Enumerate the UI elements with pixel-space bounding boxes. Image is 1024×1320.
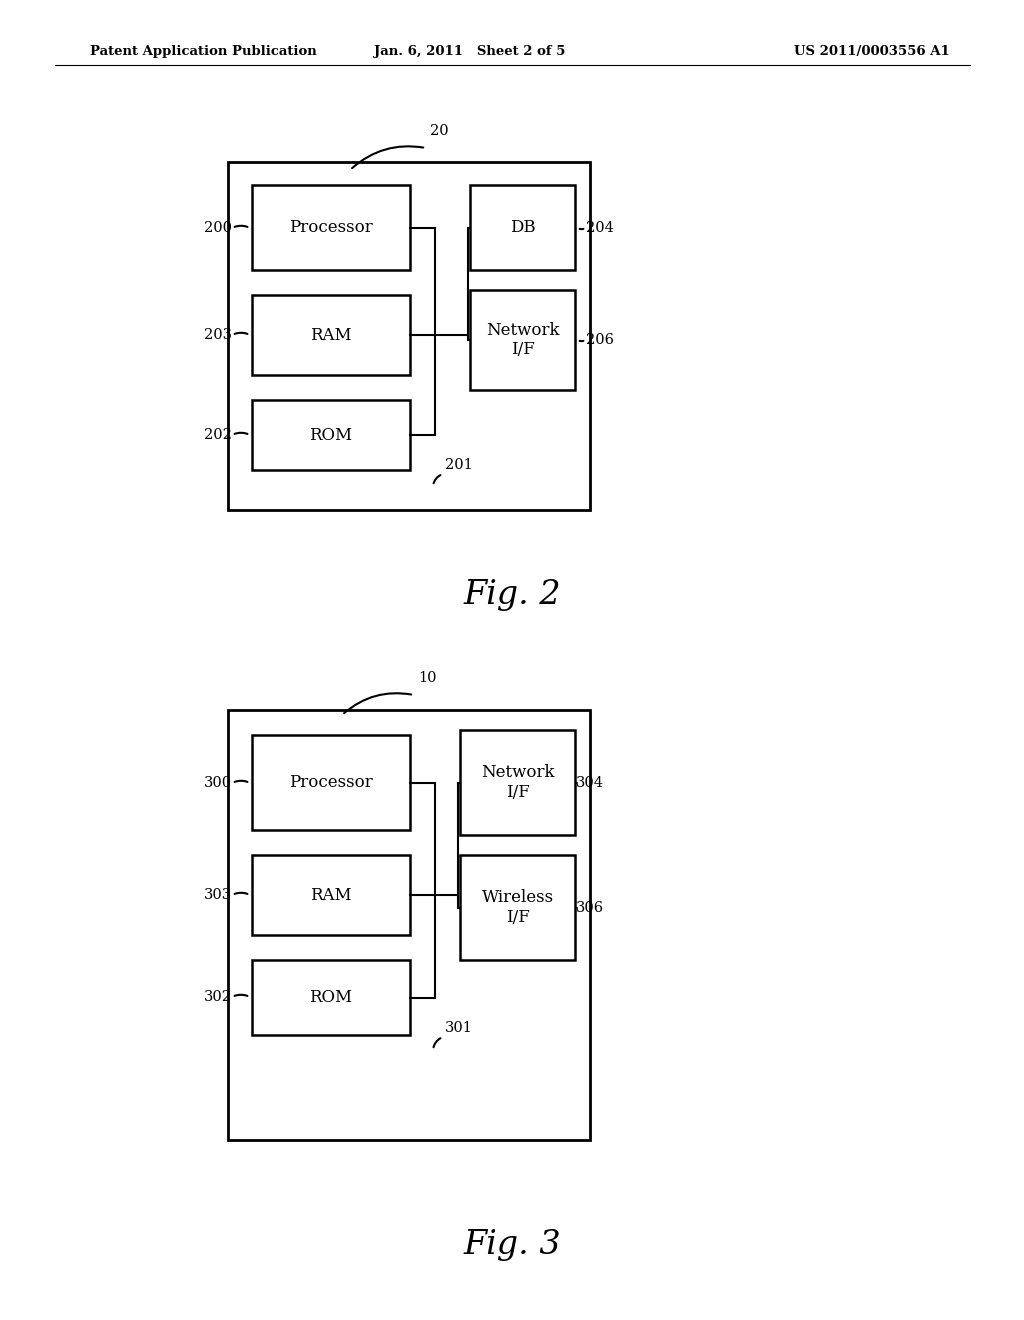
Text: US 2011/0003556 A1: US 2011/0003556 A1 bbox=[795, 45, 950, 58]
Text: 306: 306 bbox=[575, 902, 604, 915]
Bar bbox=[252, 855, 410, 935]
Text: RAM: RAM bbox=[310, 887, 352, 903]
Text: ROM: ROM bbox=[309, 426, 352, 444]
Text: 300: 300 bbox=[204, 776, 232, 789]
Text: Wireless
I/F: Wireless I/F bbox=[481, 890, 554, 925]
Bar bbox=[460, 855, 575, 960]
Text: Network
I/F: Network I/F bbox=[480, 764, 554, 801]
Text: 302: 302 bbox=[204, 990, 232, 1005]
Bar bbox=[252, 960, 410, 1035]
Text: Fig. 3: Fig. 3 bbox=[463, 1229, 561, 1261]
Bar bbox=[252, 185, 410, 271]
Bar bbox=[470, 290, 575, 389]
Bar bbox=[252, 735, 410, 830]
Text: 202: 202 bbox=[204, 428, 232, 442]
Bar bbox=[252, 400, 410, 470]
Text: 204: 204 bbox=[586, 220, 614, 235]
Text: 200: 200 bbox=[204, 220, 232, 235]
Text: Patent Application Publication: Patent Application Publication bbox=[90, 45, 316, 58]
Text: 304: 304 bbox=[575, 776, 604, 789]
Text: 206: 206 bbox=[586, 333, 614, 347]
Bar bbox=[460, 730, 575, 836]
Text: 10: 10 bbox=[418, 671, 436, 685]
Text: Fig. 2: Fig. 2 bbox=[463, 579, 561, 611]
Text: Processor: Processor bbox=[289, 219, 373, 236]
Text: DB: DB bbox=[510, 219, 536, 236]
Bar bbox=[228, 162, 590, 510]
Text: ROM: ROM bbox=[309, 989, 352, 1006]
Text: 201: 201 bbox=[445, 458, 473, 473]
Bar bbox=[228, 710, 590, 1140]
Bar bbox=[252, 294, 410, 375]
Text: 303: 303 bbox=[204, 888, 232, 902]
Text: 301: 301 bbox=[445, 1020, 473, 1035]
Text: Network
I/F: Network I/F bbox=[485, 322, 559, 358]
Text: Jan. 6, 2011   Sheet 2 of 5: Jan. 6, 2011 Sheet 2 of 5 bbox=[375, 45, 565, 58]
Text: 20: 20 bbox=[430, 124, 449, 139]
Text: 203: 203 bbox=[204, 327, 232, 342]
Text: RAM: RAM bbox=[310, 326, 352, 343]
Bar bbox=[470, 185, 575, 271]
Text: Processor: Processor bbox=[289, 774, 373, 791]
